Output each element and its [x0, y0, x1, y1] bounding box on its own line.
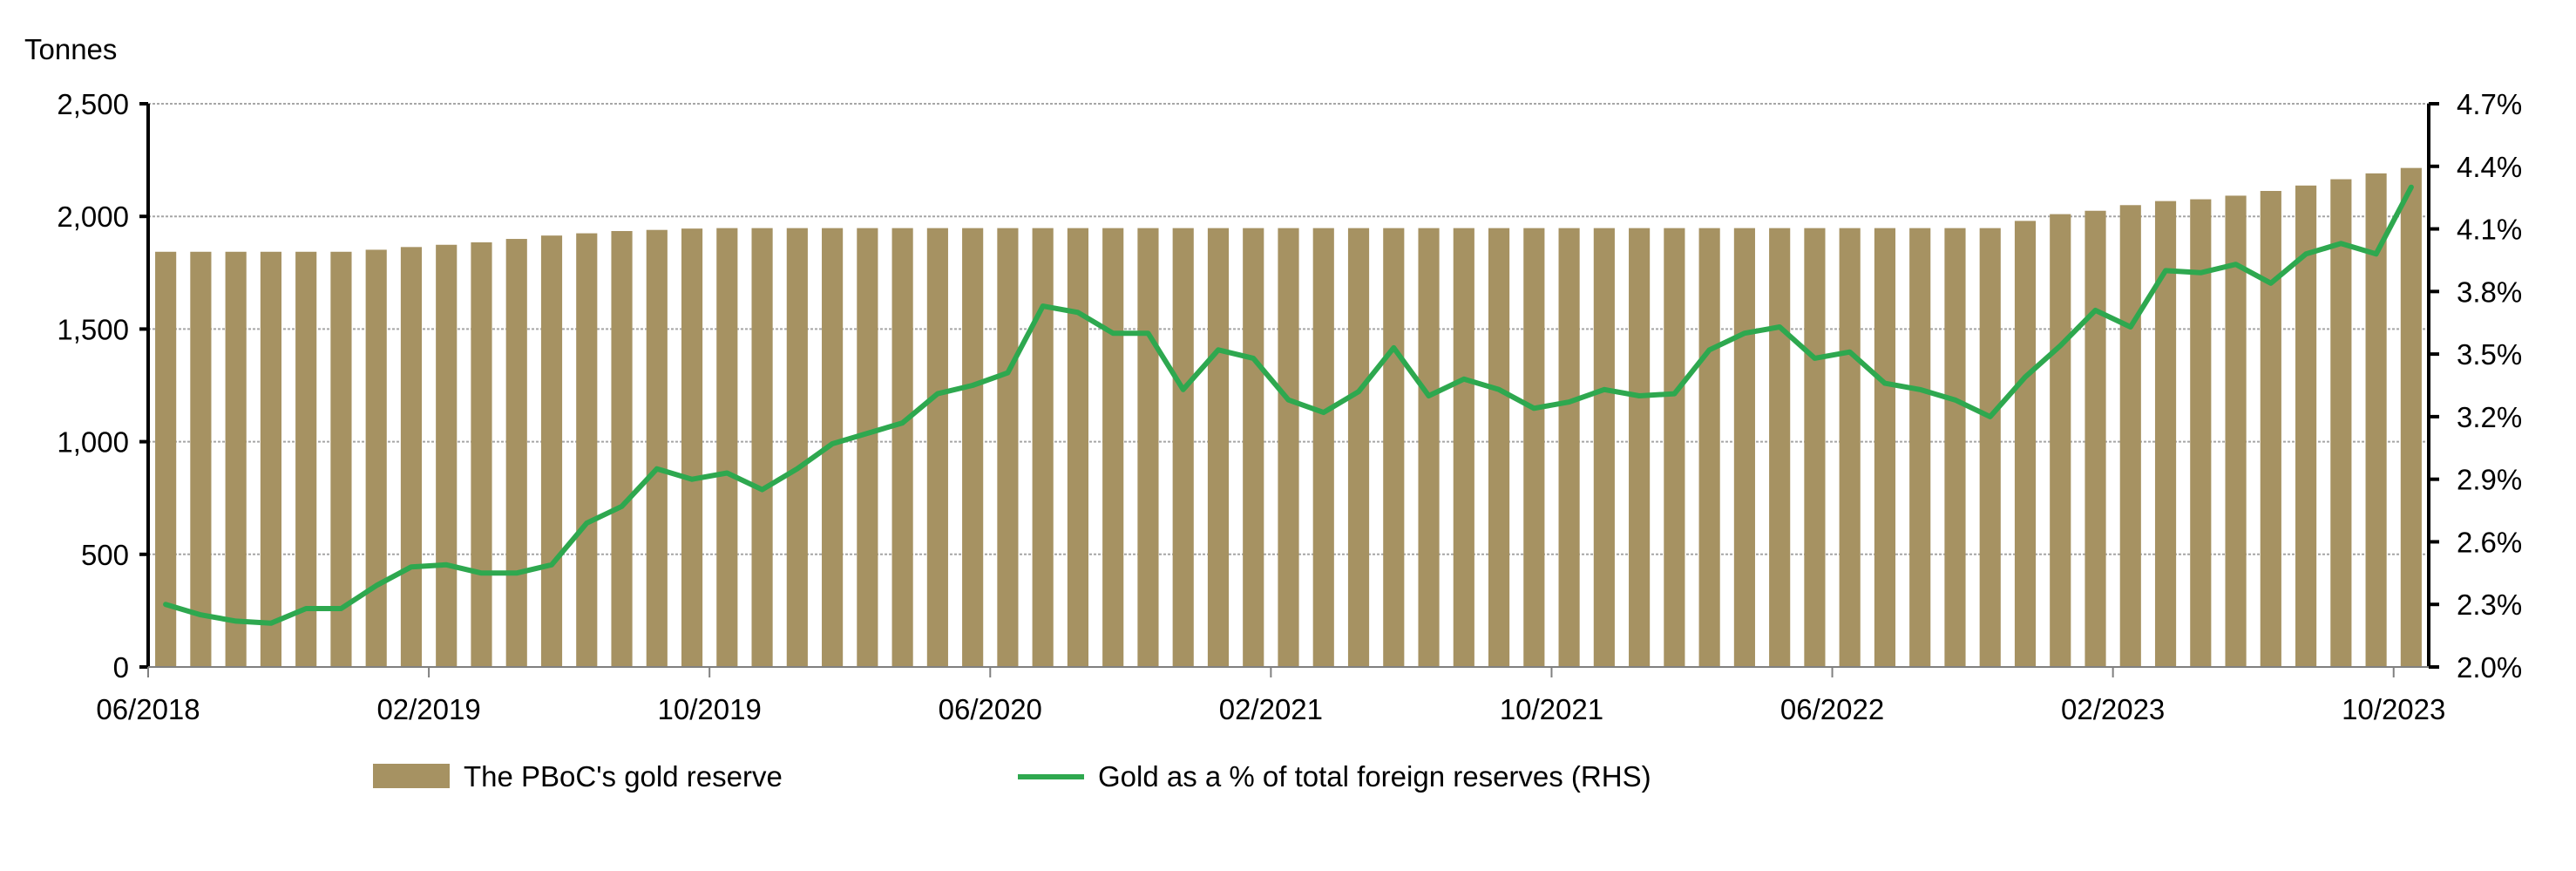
bar — [646, 229, 668, 667]
bar — [2014, 221, 2037, 668]
bar — [611, 230, 633, 667]
bar — [436, 244, 458, 667]
bar — [400, 247, 423, 667]
x-axis-tick-label: 10/2023 — [2342, 693, 2445, 725]
x-axis-tick-label: 02/2019 — [376, 693, 480, 725]
right-axis-tick-label: 4.1% — [2457, 214, 2522, 246]
x-axis-tick-label: 02/2021 — [1219, 693, 1323, 725]
right-axis-tick-label: 2.6% — [2457, 526, 2522, 558]
bar — [540, 235, 563, 667]
right-axis-tick-label: 4.4% — [2457, 151, 2522, 183]
bar — [576, 233, 598, 667]
bar — [1698, 228, 1720, 667]
left-axis-tick-label: 1,500 — [57, 313, 129, 345]
right-axis-tick-label: 3.2% — [2457, 401, 2522, 433]
bar — [857, 228, 878, 667]
bar — [1278, 228, 1299, 667]
bar — [2119, 205, 2141, 667]
right-axis-tick-label: 2.0% — [2457, 651, 2522, 684]
bar — [1102, 228, 1124, 667]
bar — [260, 251, 281, 667]
bar — [1207, 228, 1230, 667]
bar — [1032, 228, 1054, 667]
bar — [926, 228, 948, 667]
bar — [2295, 185, 2317, 667]
bar — [1383, 228, 1405, 667]
bar — [1172, 228, 1194, 667]
bar — [1664, 228, 1685, 667]
bar — [1137, 228, 1159, 667]
x-axis-tick-label: 10/2019 — [658, 693, 762, 725]
gridlines — [148, 103, 2429, 555]
bar — [2365, 173, 2387, 668]
bar — [891, 228, 913, 667]
bar — [1979, 228, 2001, 667]
bar — [1418, 228, 1440, 667]
bar — [295, 251, 317, 667]
bar — [1909, 228, 1931, 667]
bar — [1629, 228, 1651, 667]
bar — [2190, 199, 2212, 668]
bar — [1558, 228, 1580, 667]
bar — [716, 228, 738, 667]
bar — [2400, 167, 2422, 668]
x-axis-tick-label: 06/2022 — [1780, 693, 1884, 725]
bar — [1769, 228, 1791, 667]
right-axis-tick-label: 4.7% — [2457, 88, 2522, 120]
bar — [997, 228, 1019, 667]
right-axis-tick-label: 3.8% — [2457, 276, 2522, 308]
bar — [1312, 228, 1334, 667]
left-axis-tick-label: 0 — [113, 651, 129, 684]
bar — [786, 228, 808, 667]
line-path — [163, 184, 2414, 626]
bar — [330, 251, 352, 667]
bar — [2085, 210, 2106, 668]
legend-bar-swatch — [373, 764, 450, 788]
bar — [1067, 228, 1089, 667]
axes: 0 500 1,000 1,500 2,000 2,500 2.0% 2.3% 2.6% 2.9%… — [57, 88, 2522, 725]
bar — [962, 228, 984, 667]
bar — [155, 251, 177, 667]
x-axis-tick-label: 02/2023 — [2061, 693, 2165, 725]
legend: The PBoC's gold reserve Gold as a % of t… — [373, 760, 1651, 793]
bar — [1523, 228, 1545, 667]
bar — [1804, 228, 1826, 667]
bar — [2260, 191, 2281, 667]
bar — [471, 242, 492, 667]
line-series — [163, 184, 2414, 626]
right-axis-tick-label: 2.9% — [2457, 464, 2522, 496]
legend-bar-label: The PBoC's gold reserve — [464, 760, 783, 793]
bar — [1874, 228, 1896, 667]
right-axis-tick-label: 2.3% — [2457, 589, 2522, 621]
bar — [1243, 228, 1264, 667]
bar — [1347, 228, 1370, 667]
x-axis-tick-label: 06/2018 — [96, 693, 200, 725]
left-axis-title: Tonnes — [24, 33, 117, 65]
bar — [2050, 214, 2071, 668]
bar — [1944, 228, 1966, 667]
legend-line-label: Gold as a % of total foreign reserves (R… — [1098, 760, 1651, 793]
bar — [1453, 228, 1474, 667]
bar — [1733, 228, 1755, 667]
bar-series — [155, 167, 2422, 668]
right-axis-tick-label: 3.5% — [2457, 338, 2522, 371]
left-axis-tick-label: 1,000 — [57, 426, 129, 459]
bar — [1593, 228, 1615, 667]
left-axis-tick-label: 2,500 — [57, 88, 129, 120]
x-axis-tick-label: 06/2020 — [939, 693, 1042, 725]
bar — [2330, 179, 2352, 668]
bar — [1839, 228, 1861, 667]
bar — [505, 239, 527, 667]
bar — [190, 251, 212, 667]
bar — [1488, 228, 1510, 667]
left-axis-tick-label: 500 — [81, 539, 129, 571]
bar — [751, 228, 773, 667]
x-axis-tick-label: 10/2021 — [1500, 693, 1603, 725]
bar — [225, 251, 247, 667]
bar — [2225, 195, 2247, 668]
bar — [681, 228, 703, 667]
left-axis-tick-label: 2,000 — [57, 201, 129, 233]
bar — [365, 249, 387, 667]
